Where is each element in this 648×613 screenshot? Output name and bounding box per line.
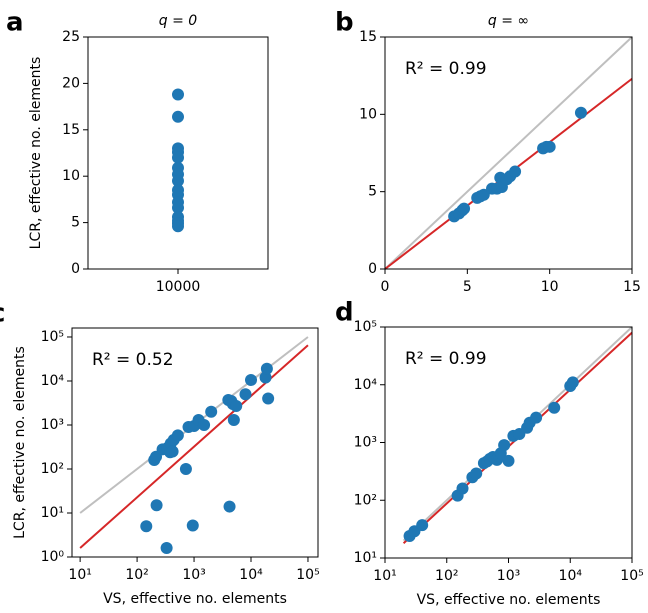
- point: [172, 201, 184, 214]
- point: [150, 499, 163, 512]
- y-tick-label: 10³: [41, 417, 64, 433]
- y-tick-label: 10⁴: [41, 373, 65, 389]
- y-axis-label: LCR, effective no. elements: [12, 346, 28, 539]
- annotation: R² = 0.99: [405, 349, 487, 369]
- x-tick-label: 10²: [435, 568, 458, 584]
- point: [172, 88, 184, 101]
- fit-line: [79, 344, 309, 549]
- annotation: R² = 0.52: [92, 350, 174, 370]
- x-tick-label: 10²: [125, 567, 148, 583]
- point: [160, 542, 173, 555]
- fit-line: [384, 36, 633, 270]
- point: [166, 445, 179, 458]
- panel: 10000 0 5 10 15 20 25 a q = 0 LCR, effective no. …: [6, 8, 269, 295]
- point: [548, 401, 561, 414]
- panel-title: q = 0: [159, 13, 198, 29]
- panel-label: d: [335, 298, 354, 328]
- axes-frame: [384, 36, 633, 270]
- point: [179, 462, 192, 475]
- x-tick-label: 5: [463, 279, 472, 295]
- point: [262, 392, 275, 405]
- point: [172, 110, 184, 123]
- x-tick-label: 10⁵: [620, 568, 643, 584]
- point: [259, 371, 272, 384]
- point: [509, 165, 522, 178]
- point: [172, 151, 184, 164]
- point: [172, 220, 184, 233]
- point: [245, 374, 258, 387]
- point: [502, 454, 515, 467]
- y-tick-label: 0: [71, 261, 80, 277]
- point: [239, 388, 252, 401]
- x-tick-label: 10¹: [373, 568, 396, 584]
- point: [230, 400, 243, 413]
- point: [140, 520, 153, 533]
- point: [205, 405, 218, 418]
- panel-label: b: [335, 8, 354, 38]
- y-tick-label: 10⁵: [41, 329, 64, 345]
- point: [416, 519, 429, 532]
- y-tick-label: 20: [62, 75, 80, 91]
- point: [574, 106, 587, 119]
- x-tick-label: 10³: [497, 568, 520, 584]
- x-tick-label: 10000: [156, 279, 201, 295]
- y-tick-label: 15: [62, 122, 80, 138]
- y-tick-label: 10²: [354, 492, 377, 508]
- x-tick-label: 10⁴: [559, 568, 583, 584]
- x-tick-label: 10: [541, 279, 559, 295]
- y-tick-label: 10⁴: [354, 377, 378, 393]
- y-axis-label: LCR, effective no. elements: [28, 57, 44, 250]
- point: [543, 140, 556, 153]
- point: [198, 418, 211, 431]
- y-tick-label: 5: [71, 215, 80, 231]
- y-tick-label: 10: [62, 168, 80, 184]
- x-tick-label: 15: [623, 279, 641, 295]
- y-tick-label: 10⁰: [41, 549, 65, 565]
- panel: 0 5 10 15 0 5 10 15 b q = ∞ R² = 0.99: [335, 8, 641, 296]
- panel-label: a: [6, 8, 24, 38]
- y-tick-label: 5: [368, 184, 377, 200]
- point: [171, 429, 184, 442]
- x-axis-label: VS, effective no. elements: [417, 592, 601, 608]
- x-axis-label: VS, effective no. elements: [103, 591, 287, 607]
- point: [470, 467, 483, 480]
- y-tick-label: 10¹: [354, 550, 377, 566]
- panel-title: q = ∞: [488, 13, 529, 29]
- y-tick-label: 10¹: [41, 505, 64, 521]
- y-tick-label: 0: [368, 261, 377, 277]
- point: [458, 202, 471, 215]
- point: [227, 413, 240, 426]
- x-tick-label: 10³: [182, 567, 205, 583]
- axes-frame: [71, 327, 319, 558]
- y-tick-label: 25: [62, 29, 80, 45]
- x-tick-label: 10⁵: [296, 567, 319, 583]
- annotation: R² = 0.99: [405, 59, 487, 79]
- y-tick-label: 10: [359, 106, 377, 122]
- point: [456, 482, 469, 495]
- point: [186, 519, 199, 532]
- point: [172, 174, 184, 187]
- panel-label: c: [0, 299, 5, 329]
- y-tick-label: 10³: [354, 435, 377, 451]
- point: [260, 362, 273, 375]
- x-tick-label: 0: [381, 279, 390, 295]
- point: [498, 439, 511, 452]
- x-tick-label: 10¹: [68, 567, 91, 583]
- y-tick-label: 10⁵: [354, 319, 377, 335]
- point: [223, 500, 236, 513]
- x-tick-label: 10⁴: [239, 567, 263, 583]
- panel: 10¹10²10³10⁴10⁵10⁰10¹10²10³10⁴10⁵cR² = 0…: [0, 299, 320, 608]
- point: [477, 188, 490, 201]
- point: [530, 411, 543, 424]
- point: [566, 376, 579, 389]
- y-tick-label: 10²: [41, 461, 64, 477]
- y-tick-label: 15: [359, 29, 377, 45]
